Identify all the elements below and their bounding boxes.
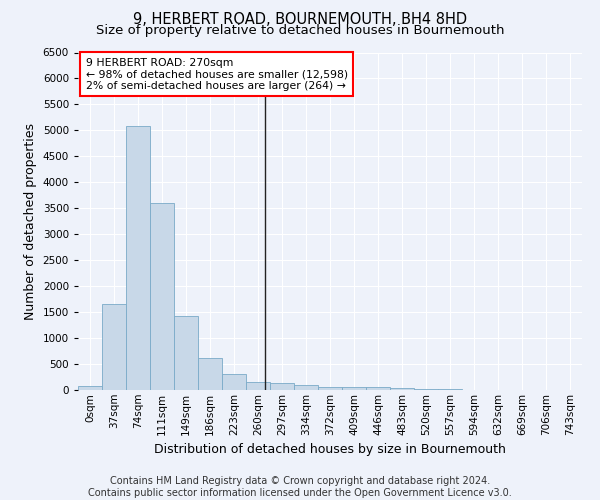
Bar: [414, 389, 438, 390]
X-axis label: Distribution of detached houses by size in Bournemouth: Distribution of detached houses by size …: [154, 443, 506, 456]
Bar: [198, 358, 222, 390]
Bar: [126, 126, 150, 390]
Bar: [102, 304, 126, 390]
Text: 9 HERBERT ROAD: 270sqm
← 98% of detached houses are smaller (12,598)
2% of semi-: 9 HERBERT ROAD: 270sqm ← 98% of detached…: [86, 58, 347, 91]
Bar: [270, 383, 294, 390]
Bar: [342, 387, 366, 390]
Text: Size of property relative to detached houses in Bournemouth: Size of property relative to detached ho…: [96, 24, 504, 37]
Bar: [78, 386, 102, 390]
Bar: [174, 316, 198, 390]
Bar: [294, 386, 318, 390]
Bar: [366, 387, 390, 390]
Text: Contains HM Land Registry data © Crown copyright and database right 2024.
Contai: Contains HM Land Registry data © Crown c…: [88, 476, 512, 498]
Y-axis label: Number of detached properties: Number of detached properties: [24, 122, 37, 320]
Bar: [150, 203, 174, 390]
Text: 9, HERBERT ROAD, BOURNEMOUTH, BH4 8HD: 9, HERBERT ROAD, BOURNEMOUTH, BH4 8HD: [133, 12, 467, 28]
Bar: [222, 374, 246, 390]
Bar: [390, 388, 414, 390]
Bar: [246, 382, 270, 390]
Bar: [318, 386, 342, 390]
